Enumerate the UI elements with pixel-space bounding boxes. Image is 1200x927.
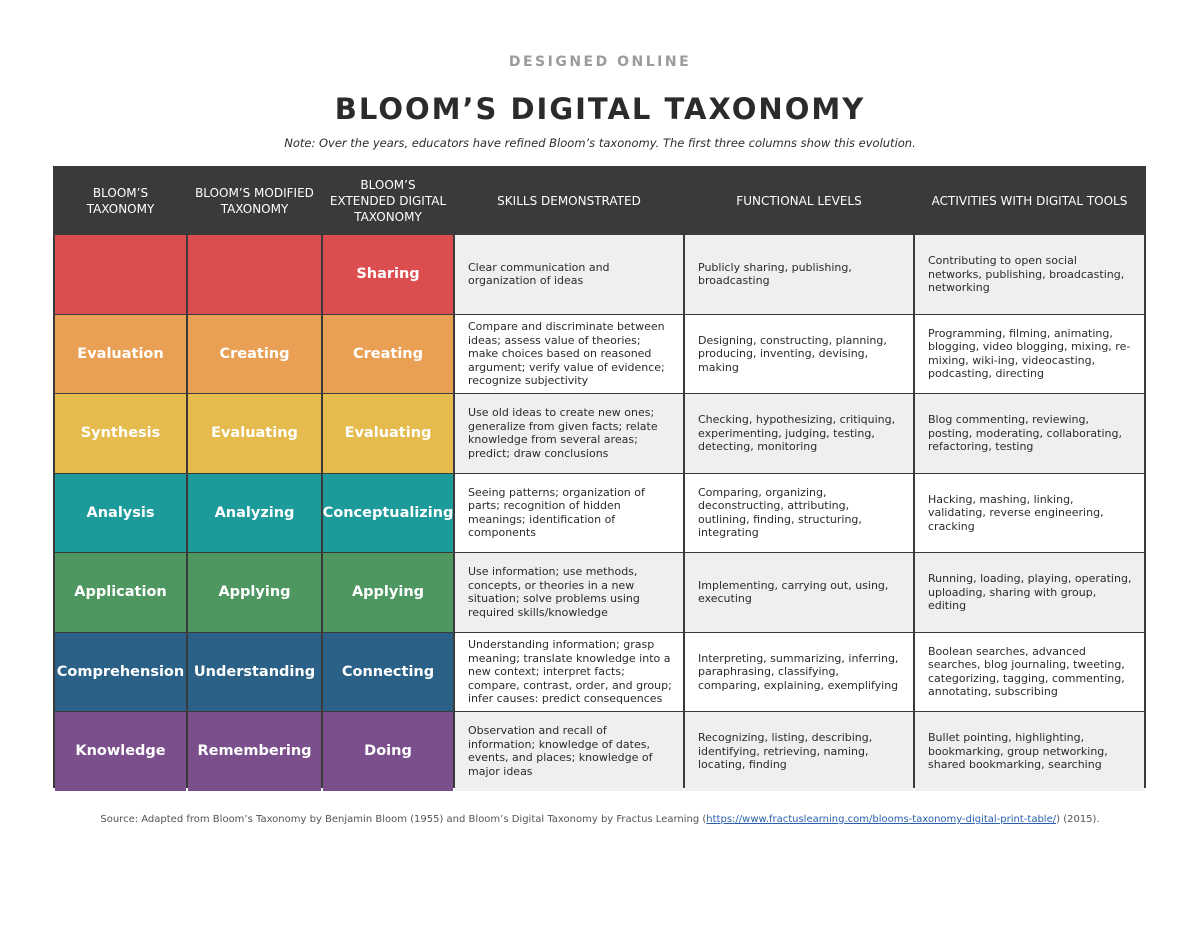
row-skills: Observation and recall of information; k…	[455, 712, 683, 791]
row-skills: Use information; use methods, concepts, …	[455, 553, 683, 632]
row-functional: Designing, constructing, planning, produ…	[685, 314, 913, 393]
column-header-modified-taxonomy: BLOOM’S MODIFIED TAXONOMY	[195, 186, 314, 216]
row-skills: Seeing patterns; organization of parts; …	[455, 473, 683, 552]
source-prefix: Source: Adapted from Bloom’s Taxonomy by…	[100, 814, 707, 825]
row-bloom-level: Analysis	[55, 473, 186, 552]
row-extended-level: Conceptualizing	[323, 473, 453, 552]
row-activities: Contributing to open social networks, pu…	[915, 235, 1144, 314]
column-header-functional-levels: FUNCTIONAL LEVELS	[736, 194, 862, 208]
row-skills: Use old ideas to create new ones; genera…	[455, 394, 683, 473]
row-modified-level	[188, 235, 321, 314]
page-title: BLOOM’S DIGITAL TAXONOMY	[334, 92, 866, 126]
row-activities: Bullet pointing, highlighting, bookmarki…	[915, 712, 1144, 791]
row-modified-level: Analyzing	[188, 473, 321, 552]
row-bloom-level: Knowledge	[55, 712, 186, 791]
row-activities: Blog commenting, reviewing, posting, mod…	[915, 394, 1144, 473]
source-citation: Source: Adapted from Bloom’s Taxonomy by…	[0, 814, 1200, 825]
row-bloom-level: Comprehension	[55, 632, 186, 711]
row-modified-level: Remembering	[188, 712, 321, 791]
row-functional: Recognizing, listing, describing, identi…	[685, 712, 913, 791]
row-bloom-level: Evaluation	[55, 314, 186, 393]
row-activities: Boolean searches, advanced searches, blo…	[915, 632, 1144, 711]
row-activities: Running, loading, playing, operating, up…	[915, 553, 1144, 632]
row-bloom-level	[55, 235, 186, 314]
source-link[interactable]: https://www.fractuslearning.com/blooms-t…	[706, 814, 1057, 825]
row-extended-level: Doing	[323, 712, 453, 791]
row-modified-level: Understanding	[188, 632, 321, 711]
row-functional: Implementing, carrying out, using, execu…	[685, 553, 913, 632]
row-extended-level: Connecting	[323, 632, 453, 711]
row-activities: Programming, filming, animating, bloggin…	[915, 314, 1144, 393]
row-skills: Compare and discriminate between ideas; …	[455, 314, 683, 393]
row-activities: Hacking, mashing, linking, validating, r…	[915, 473, 1144, 552]
brand-label: DESIGNED ONLINE	[508, 54, 692, 70]
row-functional: Checking, hypothesizing, critiquing, exp…	[685, 394, 913, 473]
row-bloom-level: Synthesis	[55, 394, 186, 473]
row-functional: Comparing, organizing, deconstructing, a…	[685, 473, 913, 552]
row-skills: Clear communication and organization of …	[455, 235, 683, 314]
row-bloom-level: Application	[55, 553, 186, 632]
row-modified-level: Creating	[188, 314, 321, 393]
page-note: Note: Over the years, educators have ref…	[284, 136, 916, 150]
column-header-activities-digital-tools: ACTIVITIES WITH DIGITAL TOOLS	[931, 194, 1128, 208]
row-modified-level: Applying	[188, 553, 321, 632]
row-extended-level: Applying	[323, 553, 453, 632]
source-suffix: ) (2015).	[1056, 814, 1100, 825]
row-skills: Understanding information; grasp meaning…	[455, 632, 683, 711]
row-modified-level: Evaluating	[188, 394, 321, 473]
row-functional: Publicly sharing, publishing, broadcasti…	[685, 235, 913, 314]
row-extended-level: Sharing	[323, 235, 453, 314]
row-extended-level: Creating	[323, 314, 453, 393]
column-header-skills-demonstrated: SKILLS DEMONSTRATED	[497, 194, 641, 208]
column-header-blooms-taxonomy: BLOOM’S TAXONOMY	[86, 186, 155, 216]
column-header-extended-digital-taxonomy: BLOOM’S EXTENDED DIGITAL TAXONOMY	[329, 178, 447, 224]
row-functional: Interpreting, summarizing, inferring, pa…	[685, 632, 913, 711]
taxonomy-table: BLOOM’S TAXONOMY BLOOM’S MODIFIED TAXONO…	[53, 166, 1146, 791]
row-extended-level: Evaluating	[323, 394, 453, 473]
